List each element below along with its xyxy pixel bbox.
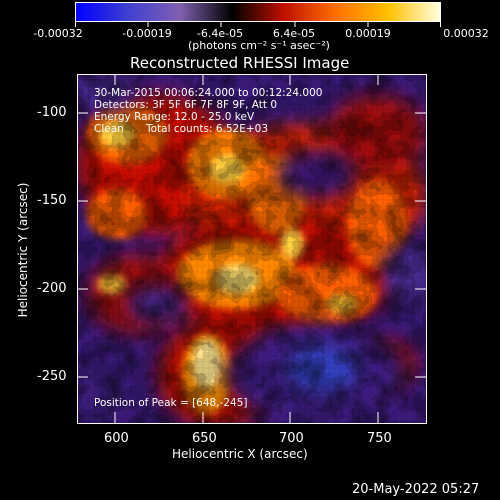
annotation-counts: Total counts: 6.52E+03 [146, 123, 269, 135]
y-axis-title: Heliocentric Y (arcsec) [16, 182, 30, 318]
colorbar-tick-label: 0.00032 [443, 27, 489, 40]
x-tick-label: 650 [192, 431, 217, 446]
colorbar-ticks [75, 22, 441, 28]
colorbar-tick-label: 6.4e-05 [272, 27, 316, 40]
y-tick-label: -200 [37, 281, 67, 296]
y-tick-label: -250 [37, 369, 67, 384]
y-tick-label: -100 [37, 105, 67, 120]
annotation-energy: Energy Range: 12.0 - 25.0 keV [94, 111, 255, 123]
timestamp: 20-May-2022 05:27 [352, 482, 480, 497]
colorbar-unit-label: (photons cm⁻² s⁻¹ asec⁻²) [188, 39, 330, 52]
x-tick-label: 750 [367, 431, 392, 446]
plot-axes [77, 74, 427, 424]
annotation-detectors: Detectors: 3F 5F 6F 7F 8F 9F, Att 0 [94, 99, 278, 111]
annotation-time-range: 30-Mar-2015 00:06:24.000 to 00:12:24.000 [94, 87, 323, 99]
x-tick-label: 700 [279, 431, 304, 446]
x-tick-label: 600 [104, 431, 129, 446]
annotation-peak: Position of Peak = [648,-245] [94, 397, 248, 409]
colorbar-tick-label: -6.4e-05 [196, 27, 244, 40]
y-tick-label: -150 [37, 193, 67, 208]
plot-title: Reconstructed RHESSI Image [130, 54, 350, 72]
colorbar-gradient [76, 3, 440, 21]
annotation-method: Clean [94, 123, 124, 135]
colorbar-tick-label: -0.00019 [122, 27, 172, 40]
colorbar [75, 2, 441, 22]
x-axis-title: Heliocentric X (arcsec) [172, 447, 308, 461]
colorbar-tick-label: 0.00019 [345, 27, 391, 40]
rhessi-image [77, 74, 427, 424]
colorbar-tick-label: -0.00032 [33, 27, 83, 40]
